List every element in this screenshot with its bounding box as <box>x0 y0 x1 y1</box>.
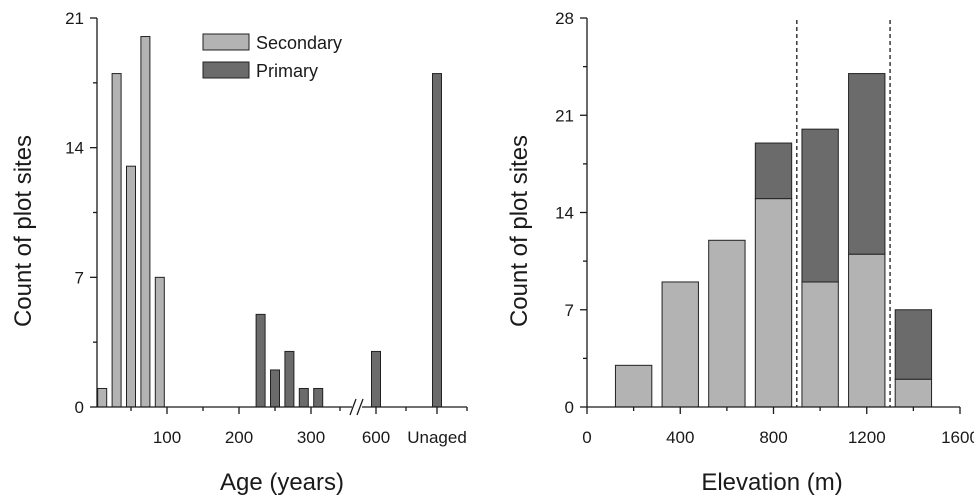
age-y-tick-label: 7 <box>75 268 84 287</box>
elevation-bar-secondary-400 <box>661 281 699 408</box>
elevation-bar-primary-1000 <box>801 128 839 283</box>
elevation-bar-primary-1200 <box>848 73 886 255</box>
legend-label-secondary: Secondary <box>256 33 342 53</box>
legend-label-primary: Primary <box>256 61 318 81</box>
elevation-x-tick-label: 400 <box>666 428 694 447</box>
age-x-ticks: 100 200 300 600 Unaged <box>130 407 468 447</box>
elevation-bar-secondary-200 <box>614 364 653 408</box>
elevation-y-ticks: 0 7 14 21 28 <box>555 9 587 417</box>
legend-swatch-primary <box>202 61 250 79</box>
elevation-x-ticks: 0 400 800 1200 1600 <box>582 407 974 447</box>
elevation-x-tick-label: 0 <box>582 428 591 447</box>
elevation-bar-secondary-1400 <box>894 378 933 408</box>
age-x-tick-label: 100 <box>153 428 181 447</box>
elevation-y-tick-label: 14 <box>555 204 574 223</box>
age-y-ticks: 0 7 14 21 <box>65 9 97 417</box>
elevation-bar-primary-1400 <box>894 309 933 380</box>
age-bar-secondary-50 <box>126 165 136 408</box>
elevation-y-tick-label: 28 <box>555 9 574 28</box>
elevation-y-tick-label: 0 <box>565 398 574 417</box>
elevation-chart: 0 7 14 21 28 0 400 800 1200 1600 Elevation (m) C… <box>506 9 974 496</box>
age-x-tick-label: Unaged <box>407 428 467 447</box>
axis-break-mark <box>349 398 364 416</box>
age-bar-primary-310 <box>313 387 324 408</box>
age-bar-secondary-70 <box>140 36 151 408</box>
age-bar-primary-270 <box>284 350 295 408</box>
age-bar-primary-230 <box>255 313 266 408</box>
age-bars <box>97 36 442 408</box>
age-bar-primary-600 <box>371 350 381 408</box>
age-y-tick-label: 21 <box>65 9 84 28</box>
elevation-bar-secondary-1200 <box>848 253 886 408</box>
legend: Secondary Primary <box>202 33 342 81</box>
elevation-bar-secondary-800 <box>754 198 793 408</box>
elevation-y-axis-title: Count of plot sites <box>506 135 533 327</box>
elevation-bars <box>614 73 933 408</box>
elevation-bar-primary-800 <box>754 142 793 200</box>
age-bar-secondary-90 <box>154 276 165 408</box>
elevation-bar-secondary-600 <box>708 239 746 408</box>
elevation-y-tick-label: 21 <box>555 106 574 125</box>
age-bar-primary-250 <box>270 369 280 408</box>
age-y-tick-label: 0 <box>75 398 84 417</box>
elevation-bar-secondary-1000 <box>801 281 839 408</box>
elevation-y-tick-label: 7 <box>565 301 574 320</box>
elevation-x-tick-label: 800 <box>759 428 787 447</box>
legend-swatch-secondary <box>202 33 250 51</box>
age-bar-secondary-10 <box>97 387 108 408</box>
age-bar-primary-290 <box>298 387 309 408</box>
age-bar-secondary-30 <box>111 73 122 408</box>
age-x-axis-title: Age (years) <box>220 469 344 496</box>
age-y-tick-label: 14 <box>65 139 84 158</box>
elevation-x-axis-title: Elevation (m) <box>701 469 842 496</box>
age-x-tick-label: 300 <box>297 428 325 447</box>
age-bar-primary-unaged <box>432 73 442 408</box>
age-x-tick-label: 600 <box>362 428 390 447</box>
age-chart: 0 7 14 21 100 200 300 600 Unaged Age (years) Co… <box>10 9 468 496</box>
age-x-tick-label: 200 <box>225 428 253 447</box>
elevation-x-tick-label: 1200 <box>848 428 886 447</box>
age-y-axis-title: Count of plot sites <box>10 135 37 327</box>
elevation-reference-lines <box>796 20 891 407</box>
elevation-x-tick-label: 1600 <box>941 428 974 447</box>
